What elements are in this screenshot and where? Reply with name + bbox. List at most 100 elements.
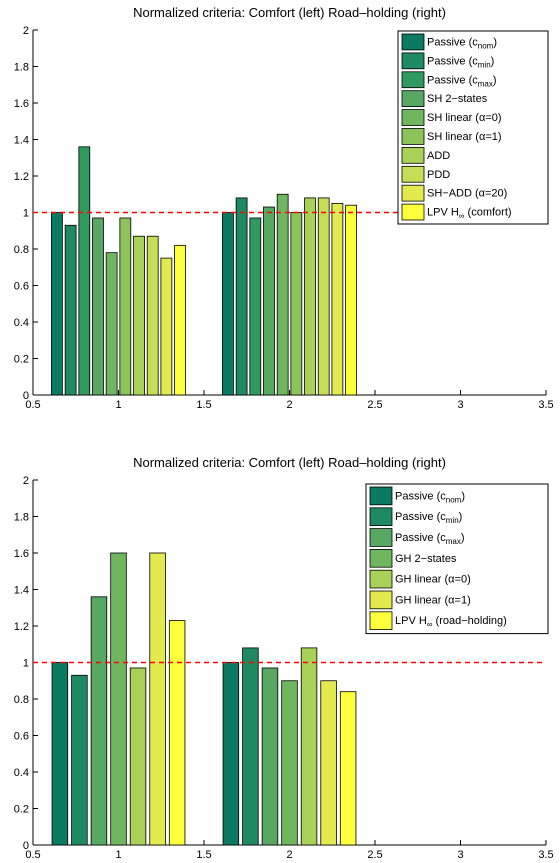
legend-label: Passive (cmin) [427,55,494,69]
bar [174,244,186,396]
bar [320,680,337,846]
legend-swatch [401,203,425,221]
bar [146,235,159,396]
chart-title: Normalized criteria: Comfort (left) Road… [133,455,446,470]
bar [92,217,104,396]
legend-label: SH linear (α=0) [427,112,502,124]
bar [168,620,186,846]
legend-swatch [401,90,425,107]
y-tick-label: 1.4 [14,135,29,147]
bar [290,212,303,396]
x-tick-label: 2 [286,849,292,861]
bar [51,662,69,846]
legend-label: SH linear (α=1) [427,131,502,143]
legend-swatch [401,71,425,89]
legend-label: GH linear (α=0) [395,574,471,586]
legend-label: GH linear (α=1) [395,594,471,606]
legend-box [365,483,549,635]
x-tick-label: 2.5 [367,399,382,411]
y-tick-label: 0.8 [14,694,29,706]
bar [242,647,259,846]
legend-swatch [369,549,393,568]
legend-swatch [401,109,425,126]
bar [78,146,91,396]
y-tick-label: 1.6 [14,548,29,560]
x-tick-label: 1 [115,849,121,861]
legend-label: PDD [427,169,450,181]
legend-label: SH−ADD (α=20) [427,188,507,200]
bar [331,202,344,396]
legend-swatch [401,33,425,51]
y-tick-label: 2 [23,475,29,487]
legend-label: Passive (cmin) [395,511,462,525]
x-tick-label: 0.5 [25,849,40,861]
y-tick-label: 1.8 [14,512,29,524]
bar [317,197,330,396]
bar [300,647,318,846]
bar [149,552,166,846]
legend-swatch [369,486,393,506]
bar [222,212,234,396]
bar [304,197,316,396]
chart-1: Normalized criteria: Comfort (left) Road… [14,5,554,411]
y-tick-label: 0.2 [14,804,29,816]
bar [222,662,240,846]
y-tick-label: 1.2 [14,621,29,633]
legend-swatch [369,528,393,547]
y-tick-label: 0.8 [14,244,29,256]
legend-label: ADD [427,150,450,162]
y-tick-label: 1 [23,208,29,220]
x-tick-label: 1 [115,399,121,411]
bar [105,252,118,396]
bar [110,552,127,846]
y-tick-label: 0.4 [14,317,29,329]
bar [129,667,147,846]
bar [263,206,275,396]
legend-swatch [401,128,425,145]
bar [160,257,173,396]
legend-label: LPV H∞ (road−holding) [395,615,507,629]
bar [90,596,108,846]
legend-swatch [401,165,425,183]
legend-swatch [369,569,393,589]
y-tick-label: 0.4 [14,767,29,779]
bar [276,193,289,396]
bar [133,235,145,396]
y-tick-label: 1.4 [14,585,29,597]
legend-label: Passive (cmax) [395,532,465,546]
x-tick-label: 0.5 [25,399,40,411]
chart-title: Normalized criteria: Comfort (left) Road… [133,5,446,20]
x-tick-label: 2 [286,399,292,411]
bar [261,667,279,846]
bar [339,691,357,846]
legend-swatch [401,146,425,164]
bar [249,217,262,396]
legend-swatch [401,52,425,70]
y-tick-label: 2 [23,25,29,37]
x-tick-label: 3 [457,399,463,411]
legend-label: Passive (cmax) [427,74,497,88]
bar [51,212,63,396]
legend-label: Passive (cnom) [427,36,497,50]
legend-swatch [369,611,393,630]
y-tick-label: 1.6 [14,98,29,110]
y-tick-label: 0.6 [14,281,29,293]
legend-swatch [401,184,425,202]
y-tick-label: 1.2 [14,171,29,183]
bar [281,680,298,846]
x-tick-label: 3.5 [538,849,553,861]
legend-label: Passive (cnom) [395,490,465,504]
x-tick-label: 1.5 [196,849,211,861]
y-tick-label: 1.8 [14,62,29,74]
legend-label: LPV H∞ (comfort) [427,207,512,221]
x-tick-label: 3.5 [538,399,553,411]
y-tick-label: 0 [23,390,29,402]
y-tick-label: 1 [23,658,29,670]
x-tick-label: 1.5 [196,399,211,411]
x-tick-label: 3 [457,849,463,861]
chart-2: Normalized criteria: Comfort (left) Road… [14,455,554,861]
legend-label: GH 2−states [395,553,457,565]
legend-label: SH 2−states [427,93,488,105]
y-tick-label: 0.6 [14,731,29,743]
